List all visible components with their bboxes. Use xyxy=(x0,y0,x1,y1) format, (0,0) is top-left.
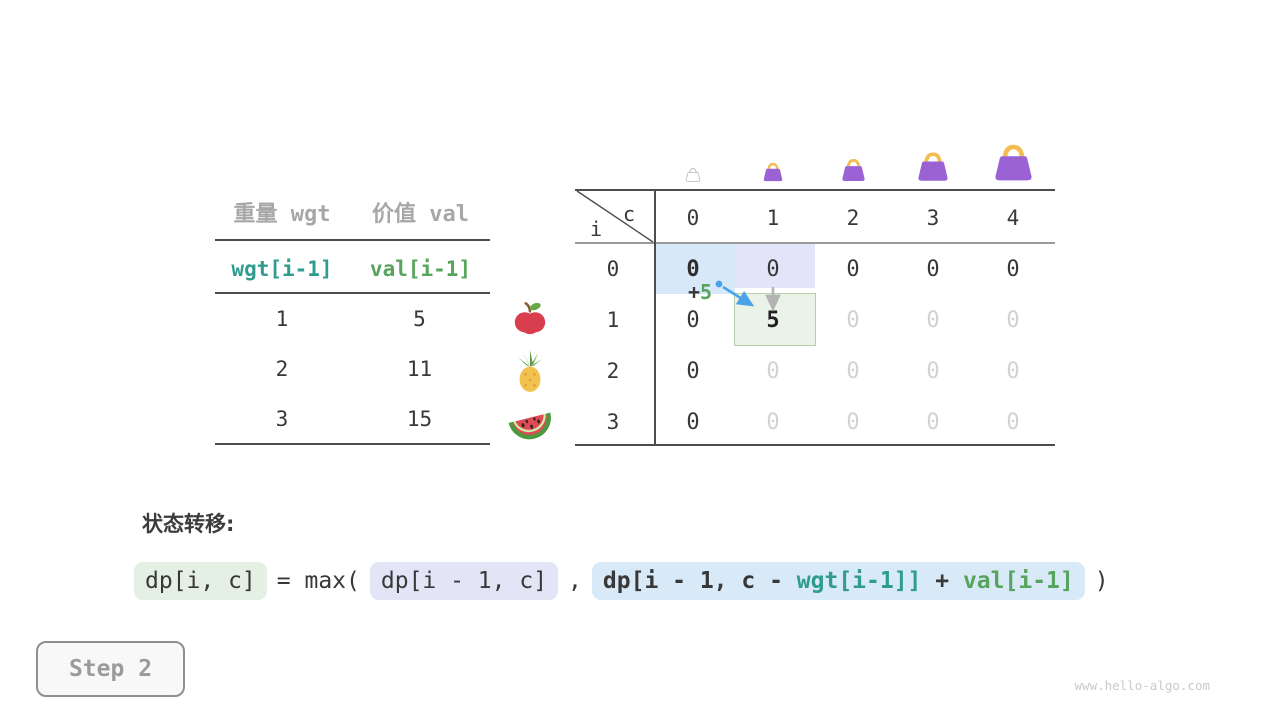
item-row: 2 11 xyxy=(215,344,490,394)
dp-cell: 0 xyxy=(766,256,780,282)
item-weight-value: 3 xyxy=(275,407,289,431)
dp-cell: 0 xyxy=(846,307,860,333)
dp-cell: 0 xyxy=(846,409,860,435)
dp-cell-highlight-skip xyxy=(735,244,815,288)
formula-arg2-wgt: wgt[i-1]] xyxy=(796,568,922,594)
dp-col-header: 4 xyxy=(1006,206,1020,230)
bag-large-icon xyxy=(914,151,952,182)
item-row: 3 15 xyxy=(215,394,490,444)
formula-lhs: dp[i, c] xyxy=(145,568,256,594)
dp-table-line-vertical xyxy=(654,189,656,446)
item-value-value: 5 xyxy=(413,307,426,331)
dp-cell: 0 xyxy=(766,409,780,435)
dp-cell: 0 xyxy=(926,307,940,333)
formula-eq-max: = max( xyxy=(276,568,360,594)
items-table-rows: 1 5 2 11 3 15 xyxy=(215,294,490,444)
items-table-line-bottom xyxy=(215,443,490,445)
dp-col-header: 0 xyxy=(686,206,700,230)
formula-arg2-prefix: dp[i - 1, c - xyxy=(602,568,797,594)
item-weight-value: 1 xyxy=(275,307,289,331)
dp-table-line-top xyxy=(575,189,1055,191)
item-weight-value: 2 xyxy=(275,357,289,381)
item-value-value: 15 xyxy=(406,407,433,431)
transition-formula: dp[i, c] = max( dp[i - 1, c] , dp[i - 1,… xyxy=(134,558,1109,604)
dp-cell: 0 xyxy=(686,307,700,333)
watermark: www.hello-algo.com xyxy=(1074,678,1210,693)
annotation-operator: + xyxy=(687,280,700,304)
dp-row-header: 0 xyxy=(606,257,620,281)
dp-cell: 0 xyxy=(926,358,940,384)
apple-icon xyxy=(511,299,549,337)
dp-cell: 0 xyxy=(1006,358,1020,384)
formula-close-paren: ) xyxy=(1094,568,1109,594)
dp-table-line-header xyxy=(575,242,1055,244)
dp-cell: 0 xyxy=(766,358,780,384)
formula-take-pill: dp[i - 1, c - wgt[i-1]] + val[i-1] xyxy=(591,562,1085,600)
dp-cell: 0 xyxy=(926,409,940,435)
annotation-plus-value: + 5 xyxy=(680,280,720,304)
formula-arg2-val: val[i-1] xyxy=(962,568,1074,594)
dp-cell: 0 xyxy=(1006,256,1020,282)
dp-row-header: 1 xyxy=(606,308,620,332)
bag-small-icon xyxy=(761,162,785,182)
dp-cell: 0 xyxy=(1006,307,1020,333)
formula-arg2-plus: + xyxy=(921,568,963,594)
dp-cell: 5 xyxy=(766,307,780,333)
formula-comma: , xyxy=(568,568,582,594)
bag-xlarge-icon xyxy=(990,143,1037,182)
items-code-header-wgt: wgt[i-1] xyxy=(231,257,333,281)
dp-col-header: 1 xyxy=(766,206,780,230)
transition-label: 状态转移: xyxy=(142,512,235,536)
annotation-value: 5 xyxy=(700,280,713,304)
step-badge: Step 2 xyxy=(36,641,185,697)
items-col-title-weight: 重量 wgt xyxy=(233,202,331,227)
formula-skip-pill: dp[i - 1, c] xyxy=(369,562,559,600)
items-table-line-mid xyxy=(215,292,490,294)
pineapple-icon xyxy=(508,349,552,393)
dp-cell: 0 xyxy=(686,256,700,282)
formula-lhs-pill: dp[i, c] xyxy=(134,562,267,600)
bag-empty-icon xyxy=(684,167,702,182)
dp-row-header: 2 xyxy=(606,359,620,383)
watermelon-icon xyxy=(507,397,553,443)
item-value-value: 11 xyxy=(406,357,433,381)
items-table-line-top xyxy=(215,239,490,241)
dp-cell: 0 xyxy=(926,256,940,282)
dp-cell: 0 xyxy=(846,256,860,282)
dp-col-header: 3 xyxy=(926,206,940,230)
dp-table-line-bottom xyxy=(575,444,1055,446)
items-col-title-value: 价值 val xyxy=(372,202,469,227)
dp-cell: 0 xyxy=(686,358,700,384)
dp-cell: 0 xyxy=(1006,409,1020,435)
dp-cell: 0 xyxy=(846,358,860,384)
formula-arg1: dp[i - 1, c] xyxy=(380,568,548,594)
dp-cell: 0 xyxy=(686,409,700,435)
dp-row-header: 3 xyxy=(606,410,620,434)
bag-medium-icon xyxy=(839,158,868,182)
items-code-header-val: val[i-1] xyxy=(369,257,472,281)
dp-col-header: 2 xyxy=(846,206,860,230)
